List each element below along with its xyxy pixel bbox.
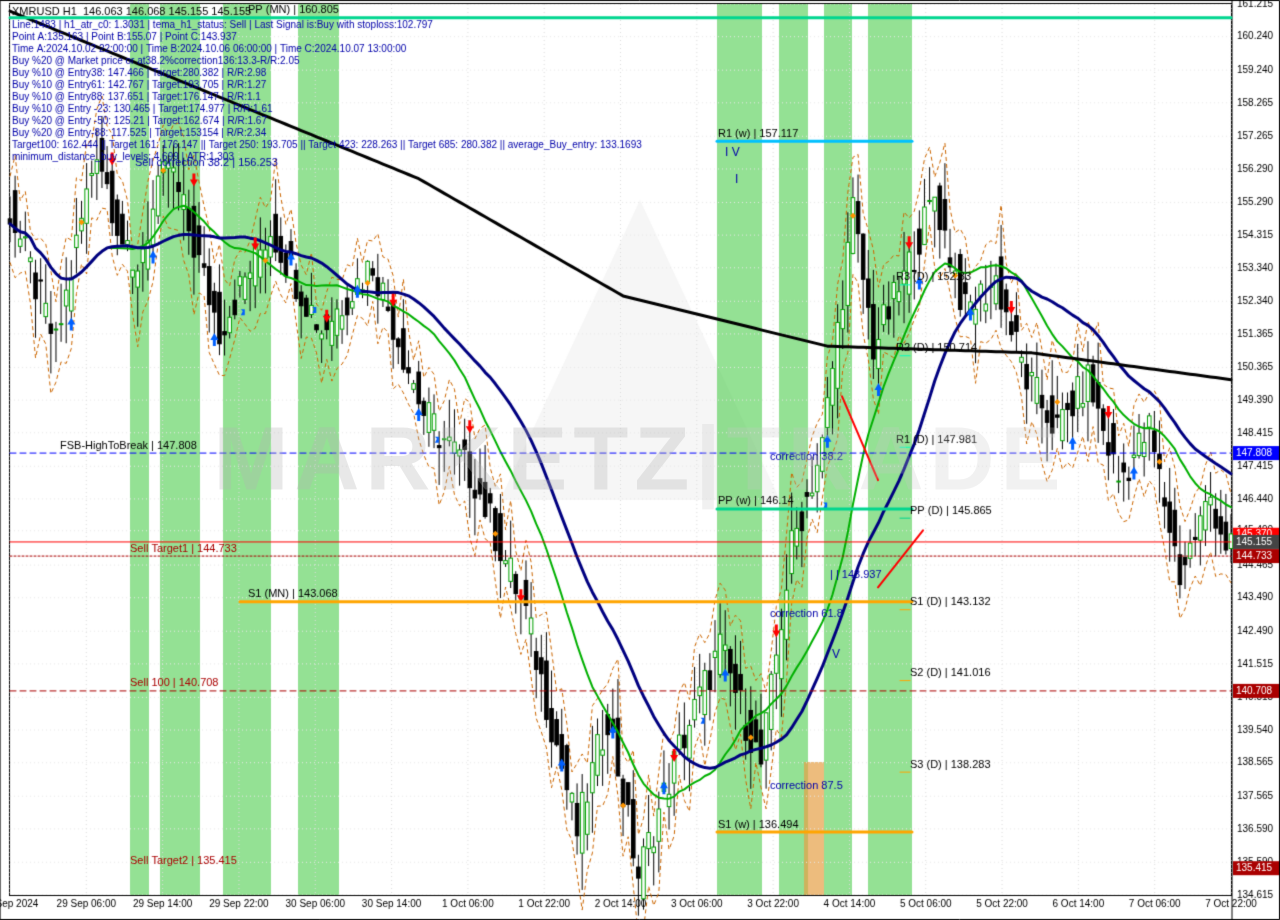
chart-container: MARKETZ|TRADE bbox=[0, 0, 1280, 920]
price-chart-canvas[interactable] bbox=[0, 0, 1280, 920]
